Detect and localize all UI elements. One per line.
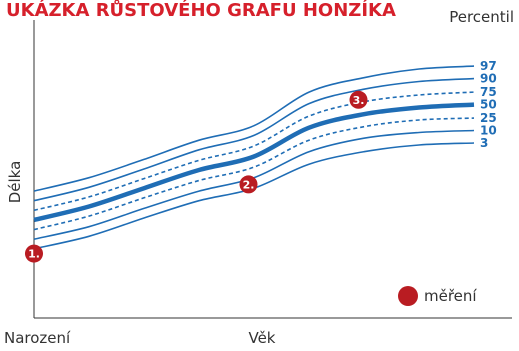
percentile-label-10: 10 [480, 124, 497, 138]
measurement-dot [349, 90, 368, 109]
measurement-point-2: 2. [239, 175, 258, 194]
percentile-legend-title: Percentil [449, 8, 514, 26]
measurement-point-3: 3. [349, 90, 368, 109]
measurement-legend-marker [398, 286, 418, 306]
percentile-label-90: 90 [480, 72, 497, 86]
percentile-line-25 [33, 117, 475, 231]
percentile-label-97: 97 [480, 59, 497, 73]
x-axis-label: Věk [248, 329, 275, 347]
measurement-label: 3. [353, 94, 365, 107]
measurement-label: 2. [243, 178, 255, 191]
percentile-label-75: 75 [480, 85, 497, 99]
measurement-dot [25, 244, 43, 263]
percentile-label-3: 3 [480, 136, 488, 150]
percentile-line-90 [33, 77, 475, 202]
percentile-label-50: 50 [480, 98, 497, 112]
chart-title: UKÁZKA RŮSTOVÉHO GRAFU HONZÍKA [6, 0, 396, 21]
measurement-point-1: 1. [25, 244, 43, 263]
measurement-dot [239, 175, 258, 194]
measurement-label: 1. [28, 248, 40, 261]
percentile-line-97 [33, 65, 475, 192]
percentile-label-25: 25 [480, 111, 497, 125]
y-axis-label: Délka [6, 161, 24, 204]
measurement-legend-label: měření [424, 287, 477, 305]
measurement-markers: 1. 2. 3. [25, 90, 368, 263]
percentile-line-75 [33, 91, 475, 212]
percentile-line-50 [33, 102, 475, 223]
x-start-label: Narození [4, 329, 71, 347]
